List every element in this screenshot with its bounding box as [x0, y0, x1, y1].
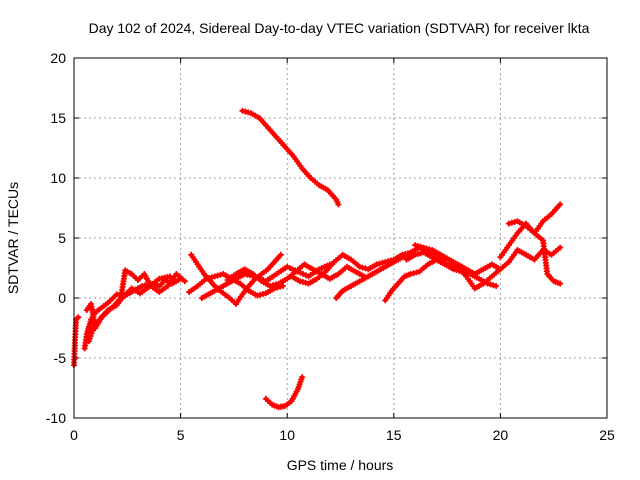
x-tick-label: 25	[599, 427, 615, 443]
y-tick-label: -10	[46, 410, 66, 426]
series-arc-p	[239, 107, 342, 208]
data-point-marker	[493, 283, 500, 289]
data-point-marker	[208, 274, 215, 281]
data-point-marker	[487, 281, 494, 288]
data-point-marker	[557, 201, 564, 208]
data-point-marker	[254, 292, 261, 299]
x-tick-label: 10	[279, 427, 295, 443]
chart-title: Day 102 of 2024, Sidereal Day-to-day VTE…	[89, 20, 590, 36]
series-arc-d	[83, 273, 173, 331]
series-arc-o	[505, 201, 564, 237]
data-point-marker	[166, 273, 173, 280]
y-tick-label: 10	[50, 170, 66, 186]
data-point-marker	[440, 259, 447, 266]
y-tick-labels: -10 -5 0 5 10 15 20	[46, 50, 66, 426]
y-tick-label: 5	[58, 230, 66, 246]
series-layer	[71, 107, 564, 411]
data-point-marker	[181, 278, 188, 285]
data-point-marker	[557, 280, 564, 287]
data-point-marker	[75, 314, 82, 321]
y-axis-label: SDTVAR / TECUs	[5, 182, 21, 294]
grid-lines	[74, 58, 607, 418]
data-point-marker	[557, 244, 564, 251]
y-tick-label: 15	[50, 110, 66, 126]
series-arc-h	[224, 261, 367, 289]
series-arc-l	[403, 249, 504, 292]
series-arc-q	[262, 374, 306, 411]
data-point-marker	[277, 251, 284, 258]
plot-frame	[73, 57, 608, 419]
series-arc-m	[412, 242, 564, 277]
data-point-marker	[410, 270, 417, 277]
data-point-marker	[74, 315, 81, 322]
data-point-marker	[299, 374, 306, 381]
x-tick-label: 20	[493, 427, 509, 443]
data-point-marker	[214, 272, 221, 279]
y-tick-label: 20	[50, 50, 66, 66]
x-axis-label: GPS time / hours	[287, 457, 394, 473]
data-point-marker	[335, 201, 342, 208]
data-point-marker	[376, 260, 383, 267]
x-tick-labels: 0 5 10 15 20 25	[70, 427, 615, 443]
data-point-marker	[269, 282, 276, 289]
x-tick-label: 5	[177, 427, 185, 443]
y-tick-label: -5	[54, 350, 67, 366]
x-tick-label: 0	[70, 427, 78, 443]
x-tick-label: 15	[386, 427, 402, 443]
y-tick-label: 0	[58, 290, 66, 306]
data-point-marker	[356, 263, 363, 270]
